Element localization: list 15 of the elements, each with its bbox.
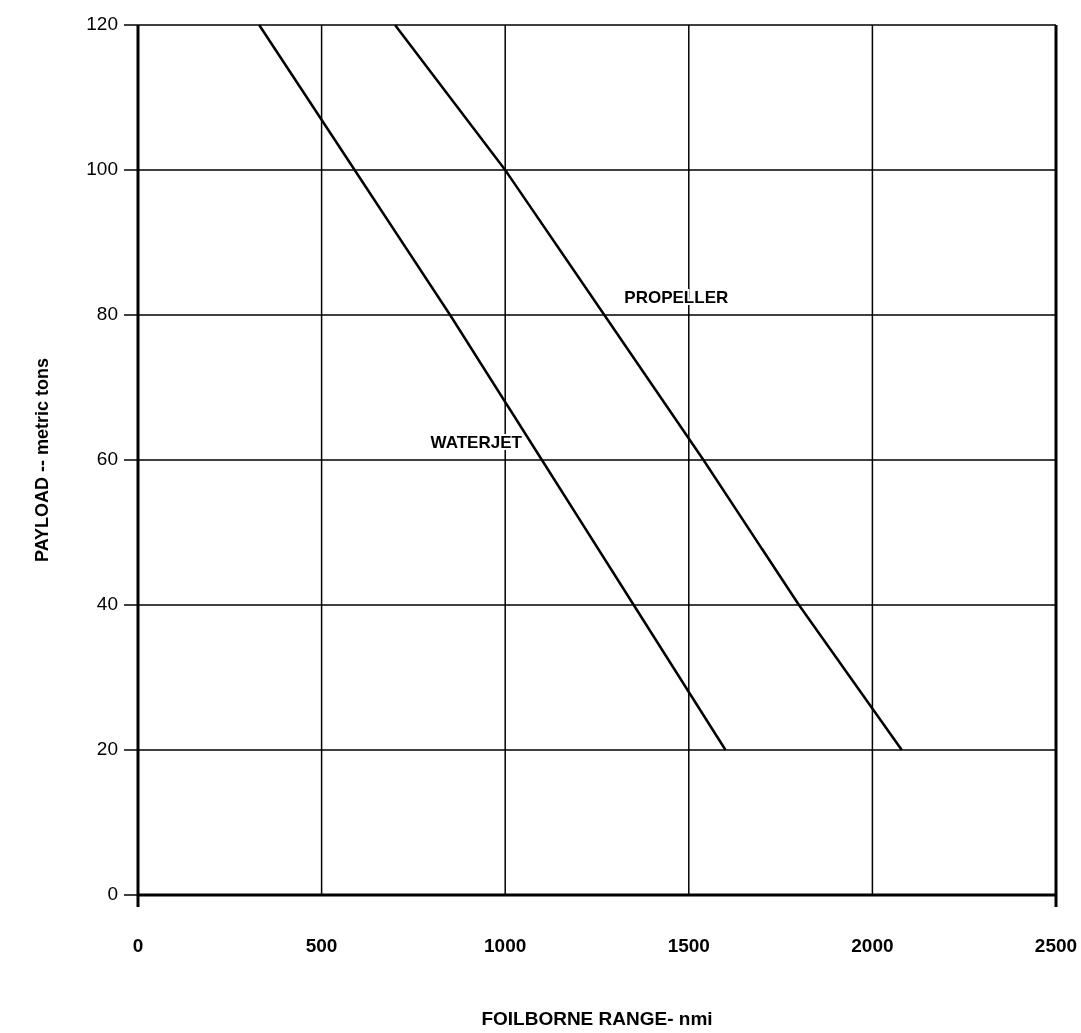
y-tick-label: 120 bbox=[86, 13, 118, 35]
y-tick-label: 60 bbox=[96, 448, 118, 470]
y-tick-label: 0 bbox=[107, 883, 118, 905]
x-tick-label: 500 bbox=[305, 935, 338, 956]
x-tick-label: 0 bbox=[132, 935, 144, 956]
y-tick-label: 100 bbox=[86, 158, 118, 180]
y-tick-label: 80 bbox=[96, 303, 118, 325]
x-tick-label: 1500 bbox=[667, 935, 710, 956]
x-tick-label: 2500 bbox=[1034, 935, 1078, 956]
x-axis-title: FOILBORNE RANGE- nmi bbox=[481, 1008, 713, 1029]
y-tick-label: 40 bbox=[96, 593, 118, 615]
y-tick-label: 20 bbox=[96, 738, 118, 760]
x-tick-label: 1000 bbox=[484, 935, 527, 956]
x-tick-label: 2000 bbox=[851, 935, 894, 956]
y-axis-title: PAYLOAD -- metric tons bbox=[32, 357, 52, 563]
